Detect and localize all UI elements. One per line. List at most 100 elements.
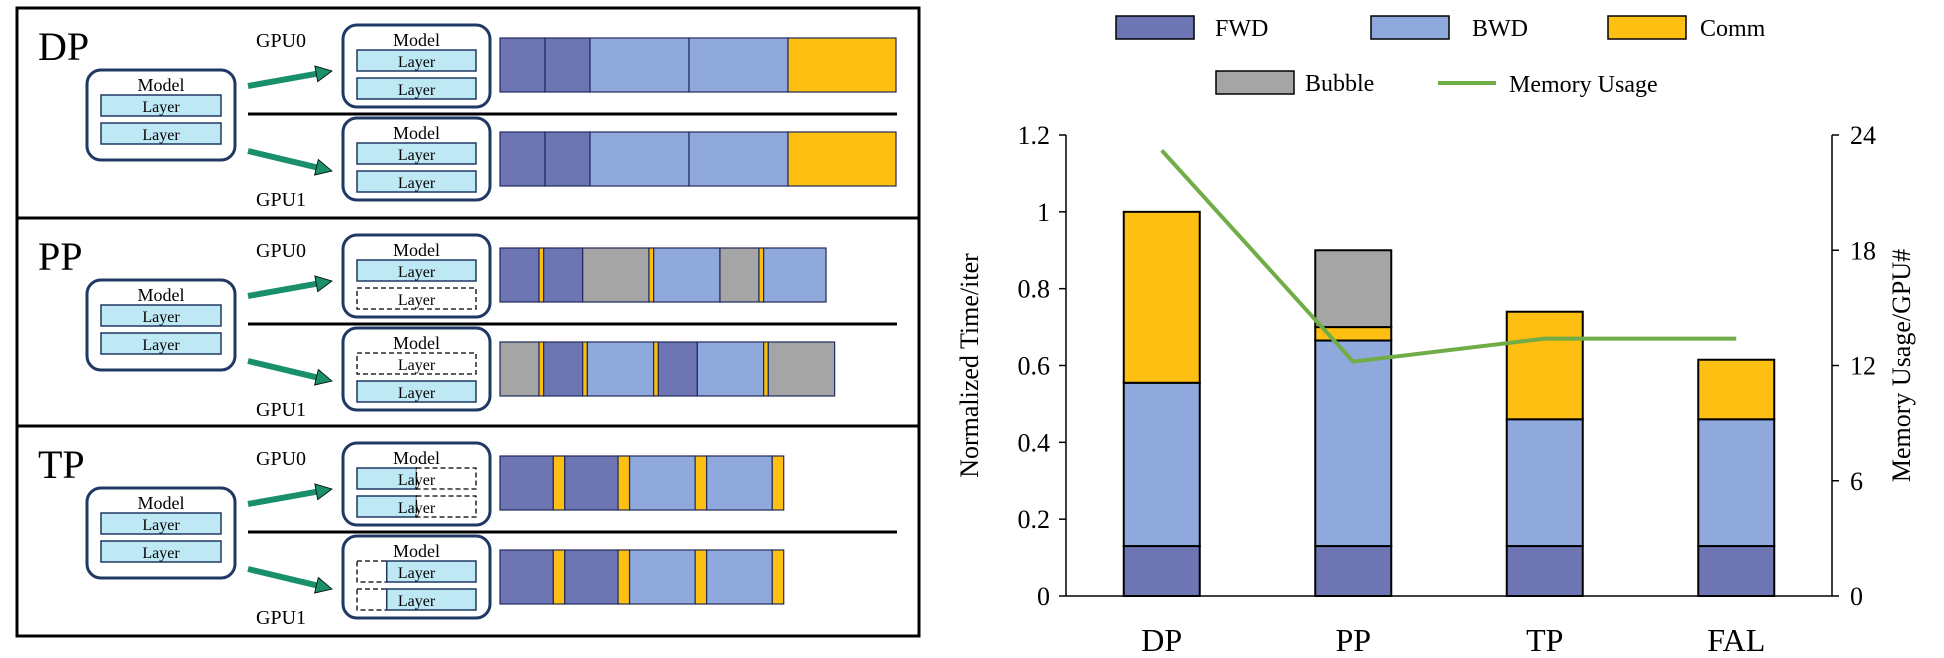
timeline-block-comm <box>771 455 785 511</box>
timeline-block-bwd <box>706 455 773 511</box>
gpu-1-row: GPU1 Model Layer Layer <box>247 116 897 211</box>
layer-label: Layer <box>398 565 436 582</box>
layer-box <box>100 122 222 145</box>
timeline-block-fwd <box>499 455 554 511</box>
layer-label: Layer <box>142 337 180 354</box>
layer-box <box>356 142 477 165</box>
legend-swatch-fwd <box>1115 15 1195 40</box>
time-memory-chart: FWD BWD Comm Bubble Memory Usage 0 0.2 0.4 0.6 0.… <box>955 15 1916 658</box>
arrow-head <box>314 483 333 501</box>
layer-box <box>100 332 222 355</box>
bar-segment-fwd <box>1122 545 1201 598</box>
layer-box <box>100 512 222 535</box>
gpu-0-row: GPU0 Model Layer Layer <box>247 23 897 109</box>
arrow-head <box>314 158 333 176</box>
model-title: Model <box>393 448 440 468</box>
arrow-shaft <box>247 148 318 171</box>
arrow-shaft <box>247 358 318 381</box>
timeline <box>499 549 785 605</box>
timeline-block-comm <box>787 131 897 187</box>
timeline-block-comm <box>552 455 566 511</box>
layer-half-empty <box>356 560 388 583</box>
timeline-block-fwd <box>564 455 619 511</box>
model-title: Model <box>393 30 440 50</box>
timeline-block-fwd <box>657 341 698 397</box>
timeline-block-bwd <box>688 131 789 187</box>
bar-segment-bwd <box>1505 418 1584 548</box>
legend-label-comm: Comm <box>1700 16 1766 42</box>
bar-segment-bwd <box>1122 381 1201 548</box>
layer-box <box>356 170 477 193</box>
timeline-block-fwd <box>499 549 554 605</box>
layer-box <box>356 380 477 403</box>
memory-usage-line <box>1160 149 1737 364</box>
timeline-block-comm <box>771 549 785 605</box>
layer-label: Layer <box>398 292 436 309</box>
legend-label-memory: Memory Usage <box>1509 72 1658 98</box>
timeline <box>499 131 897 187</box>
timeline-block-bwd <box>706 549 773 605</box>
timeline-block-bwd <box>696 341 765 397</box>
layer-half-empty <box>356 588 388 611</box>
legend-swatch-bubble <box>1215 70 1295 95</box>
section-label: DP <box>38 24 89 69</box>
timeline-block-comm <box>648 247 655 303</box>
legend: FWD BWD Comm Bubble Memory Usage <box>1115 15 1766 98</box>
layer-box-empty <box>356 352 477 375</box>
timeline-block-fwd <box>499 37 546 93</box>
layer-label: Layer <box>398 472 436 489</box>
y2-tick-label: 0 <box>1850 582 1863 611</box>
y2-axis-title: Memory Usage/GPU# <box>1887 249 1916 482</box>
layer-half-filled <box>386 588 477 611</box>
gpu-label: GPU0 <box>256 30 306 52</box>
y-tick-label: 1.2 <box>1018 121 1051 150</box>
layer-label: Layer <box>142 309 180 326</box>
arrow-shaft <box>247 280 317 299</box>
y2-tick-label: 6 <box>1850 467 1863 496</box>
layer-box <box>100 540 222 563</box>
timeline-block-fwd <box>564 549 619 605</box>
timeline-block-bwd <box>653 247 721 303</box>
gpu-label: GPU1 <box>256 399 306 421</box>
timeline-block-bwd <box>589 37 690 93</box>
gpu-label: GPU1 <box>256 607 306 629</box>
layer-label: Layer <box>398 385 436 402</box>
arrow-head <box>314 275 333 293</box>
timeline-block-comm <box>538 247 545 303</box>
layer-label: Layer <box>142 517 180 534</box>
legend-swatch-comm <box>1607 15 1687 40</box>
bar-segment-comm <box>1697 358 1776 421</box>
timeline-block-bwd <box>628 455 696 511</box>
model-title: Model <box>138 493 185 513</box>
layer-box-empty <box>356 287 477 310</box>
timeline-block-bwd <box>763 247 827 303</box>
gpu-label: GPU1 <box>256 189 306 211</box>
layer-box <box>100 94 222 117</box>
layer-label: Layer <box>398 500 436 517</box>
arrow-head <box>314 368 333 386</box>
timeline-block-bubble <box>719 247 760 303</box>
model-title: Model <box>393 123 440 143</box>
layer-box <box>356 259 477 282</box>
timeline-block-bwd <box>586 341 655 397</box>
timeline-block-comm <box>758 247 765 303</box>
layer-half-empty <box>415 495 477 518</box>
arrow-shaft <box>247 488 317 507</box>
layer-label: Layer <box>398 264 436 281</box>
arrow-shaft <box>247 566 318 589</box>
y-tick-label: 0.6 <box>1018 352 1051 381</box>
layer-half-filled <box>386 560 477 583</box>
y-tick-label: 0.4 <box>1018 428 1051 457</box>
bar-segment-bwd <box>1697 418 1776 548</box>
model-title: Model <box>138 75 185 95</box>
timeline-block-fwd <box>499 131 546 187</box>
y-tick-label: 0.8 <box>1018 275 1051 304</box>
bar-segment-fwd <box>1697 545 1776 598</box>
model-title: Model <box>393 333 440 353</box>
diagram-frame <box>15 6 921 638</box>
timeline-block-bwd <box>589 131 690 187</box>
timeline-block-comm <box>787 37 897 93</box>
timeline-block-comm <box>582 341 588 397</box>
